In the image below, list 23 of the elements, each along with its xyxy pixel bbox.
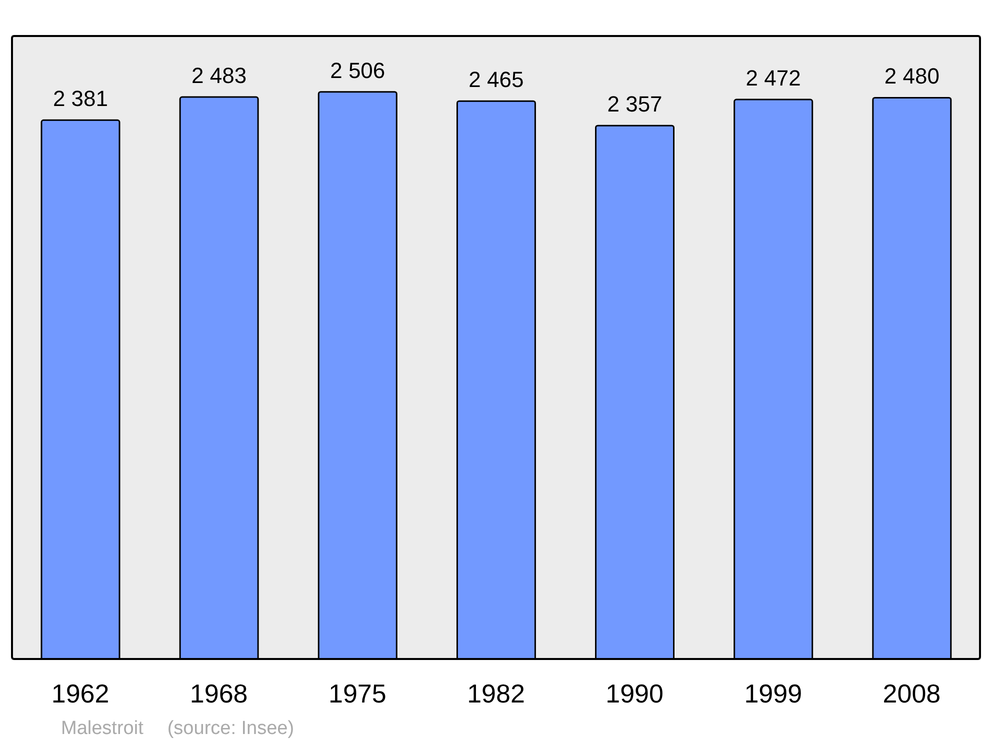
x-tick-label: 1968 xyxy=(190,678,248,708)
bar xyxy=(872,96,952,660)
bar xyxy=(595,124,675,660)
bar xyxy=(734,98,814,660)
data-label: 2 483 xyxy=(192,63,247,88)
x-tick-label: 1990 xyxy=(606,678,664,708)
data-label: 2 381 xyxy=(52,86,108,112)
bar xyxy=(40,119,120,660)
data-label: 2 465 xyxy=(468,67,524,92)
bar xyxy=(456,100,536,660)
x-tick-label: 1975 xyxy=(328,678,386,708)
data-label: 2 472 xyxy=(746,66,801,91)
x-tick-label: 1982 xyxy=(467,678,525,708)
bar xyxy=(179,96,259,660)
bar xyxy=(318,91,398,660)
x-tick-label: 1962 xyxy=(51,678,110,708)
data-label: 2 480 xyxy=(884,64,940,89)
data-label: 2 357 xyxy=(607,92,662,117)
data-label: 2 506 xyxy=(330,58,386,83)
text: (source: Insee) xyxy=(167,718,294,740)
x-tick-label: 1999 xyxy=(744,678,802,708)
x-tick-label: 2008 xyxy=(882,678,941,708)
text: Malestroit xyxy=(61,718,144,740)
